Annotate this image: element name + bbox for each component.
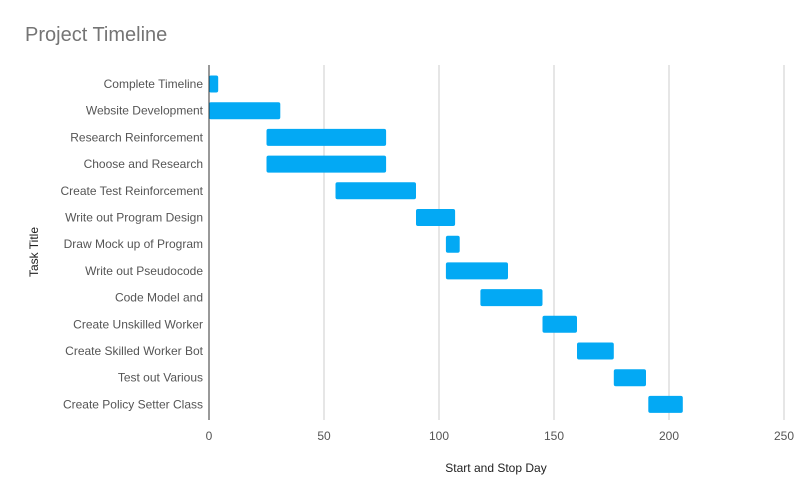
task-bar xyxy=(209,102,281,120)
category-label: Choose and Research xyxy=(84,157,203,171)
category-label: Website Development xyxy=(86,104,204,118)
task-bar xyxy=(445,235,460,253)
task-bar xyxy=(542,315,577,333)
category-label: Create Skilled Worker Bot xyxy=(65,344,203,358)
task-bar xyxy=(266,155,387,173)
x-tick-label: 250 xyxy=(774,429,794,443)
task-bar xyxy=(648,395,683,413)
category-label: Draw Mock up of Program xyxy=(64,237,203,251)
category-label: Test out Various xyxy=(118,371,203,385)
chart-title: Project Timeline xyxy=(25,24,168,46)
category-label: Write out Program Design xyxy=(65,211,203,225)
task-bar xyxy=(266,128,387,146)
category-label: Create Test Reinforcement xyxy=(60,184,203,198)
task-bar xyxy=(416,209,456,226)
x-tick-labels: 0 50 100 150 200 250 xyxy=(206,429,795,443)
x-tick-label: 50 xyxy=(317,429,331,443)
category-label: Create Unskilled Worker xyxy=(73,317,203,331)
task-bar xyxy=(480,289,543,307)
category-label: Research Reinforcement xyxy=(70,130,203,144)
task-bar xyxy=(613,369,646,387)
x-tick-label: 150 xyxy=(544,429,564,443)
category-labels: Complete Timeline Website Development Rese… xyxy=(60,77,203,411)
grid-lines xyxy=(323,65,785,420)
task-bar xyxy=(209,75,219,93)
category-label: Write out Pseudocode xyxy=(85,264,203,278)
x-tick-label: 100 xyxy=(429,429,449,443)
x-tick-label: 0 xyxy=(206,429,213,443)
task-bar xyxy=(577,342,614,360)
x-tick-label: 200 xyxy=(659,429,679,443)
x-axis-title: Start and Stop Day xyxy=(445,461,546,475)
category-label: Create Policy Setter Class xyxy=(63,397,203,411)
task-bars xyxy=(209,75,683,413)
y-axis-title: Task Title xyxy=(27,227,41,277)
category-label: Code Model and xyxy=(115,291,203,305)
task-bar xyxy=(445,262,508,280)
task-bar xyxy=(335,182,416,200)
category-label: Complete Timeline xyxy=(104,77,204,91)
